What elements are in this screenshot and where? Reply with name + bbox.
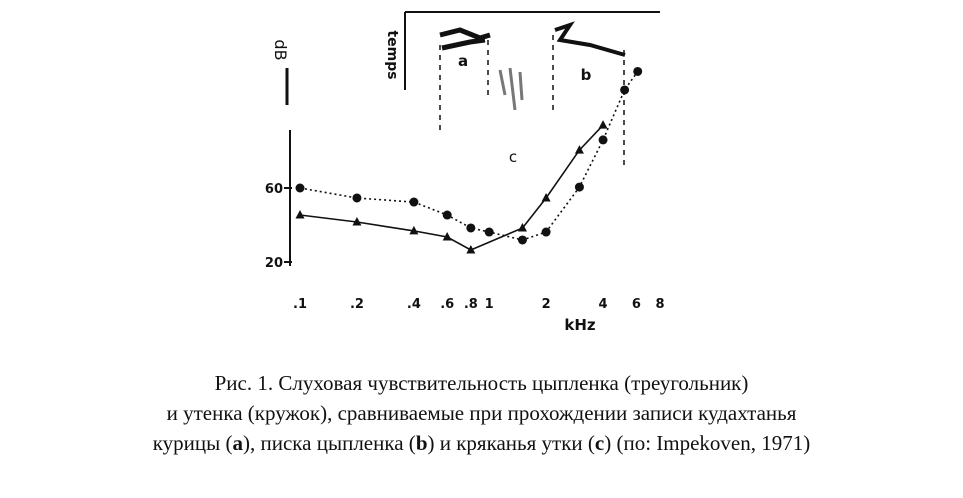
marker [574, 182, 584, 192]
marker [517, 235, 527, 245]
marker [352, 193, 362, 203]
x-tick-label: .8 [464, 297, 478, 312]
caption-text: а [232, 431, 243, 455]
marker [598, 135, 608, 145]
series-line [299, 70, 639, 241]
annotation: b [581, 66, 592, 84]
y-tick-label: 60 [265, 182, 283, 197]
marker [484, 227, 494, 237]
marker [541, 227, 551, 237]
annotation: c [509, 148, 517, 166]
marker [466, 244, 476, 254]
x-tick-label: .2 [350, 297, 364, 312]
y-axis-label: dB [271, 39, 290, 60]
annotation: temps [384, 30, 400, 79]
marker [620, 85, 630, 95]
oscillogram [285, 11, 660, 170]
caption-text: b [415, 431, 428, 455]
x-tick-label: .4 [407, 297, 421, 312]
caption: Рис. 1. Слуховая чувствительность цыплен… [0, 368, 963, 458]
marker [442, 210, 452, 220]
marker [409, 225, 419, 235]
caption-line: курицы (а), писка цыпленка (b) и крякань… [0, 428, 963, 458]
x-axis-label: kHz [564, 316, 596, 334]
marker [633, 66, 643, 76]
caption-text: и утенка (кружок), сравниваемые при прох… [166, 401, 797, 425]
x-tick-label: 4 [599, 297, 608, 312]
caption-text: ), писка цыпленка ( [242, 431, 416, 455]
x-tick-label: 1 [485, 297, 494, 312]
caption-text: ) (по: Impekoven, 1971) [604, 431, 811, 455]
marker [574, 145, 584, 154]
caption-line: Рис. 1. Слуховая чувствительность цыплен… [0, 368, 963, 398]
x-tick-label: .6 [440, 297, 454, 312]
marker [466, 223, 476, 233]
marker [352, 217, 362, 226]
marker [295, 183, 305, 193]
marker [295, 210, 305, 219]
chart: dB temps a b c kHz .1 .2 .4 .6 .8 1 2 4 6 8 20 60 [265, 11, 665, 334]
caption-line: и утенка (кружок), сравниваемые при прох… [0, 398, 963, 428]
marker [442, 232, 452, 241]
marker [541, 192, 551, 202]
marker [517, 222, 527, 232]
x-tick-label: 6 [632, 297, 641, 312]
caption-text: Рис. 1. Слуховая чувствительность цыплен… [214, 371, 749, 395]
marker [598, 120, 608, 129]
caption-text: курицы ( [152, 431, 233, 455]
annotation: a [458, 52, 468, 70]
marker [409, 197, 419, 207]
x-tick-label: .1 [293, 297, 307, 312]
caption-text: с [594, 431, 605, 455]
series-line [299, 124, 604, 251]
x-tick-label: 8 [655, 297, 664, 312]
y-tick-label: 20 [265, 256, 283, 271]
x-tick-label: 2 [542, 297, 551, 312]
caption-text: ) и кряканья утки ( [427, 431, 595, 455]
